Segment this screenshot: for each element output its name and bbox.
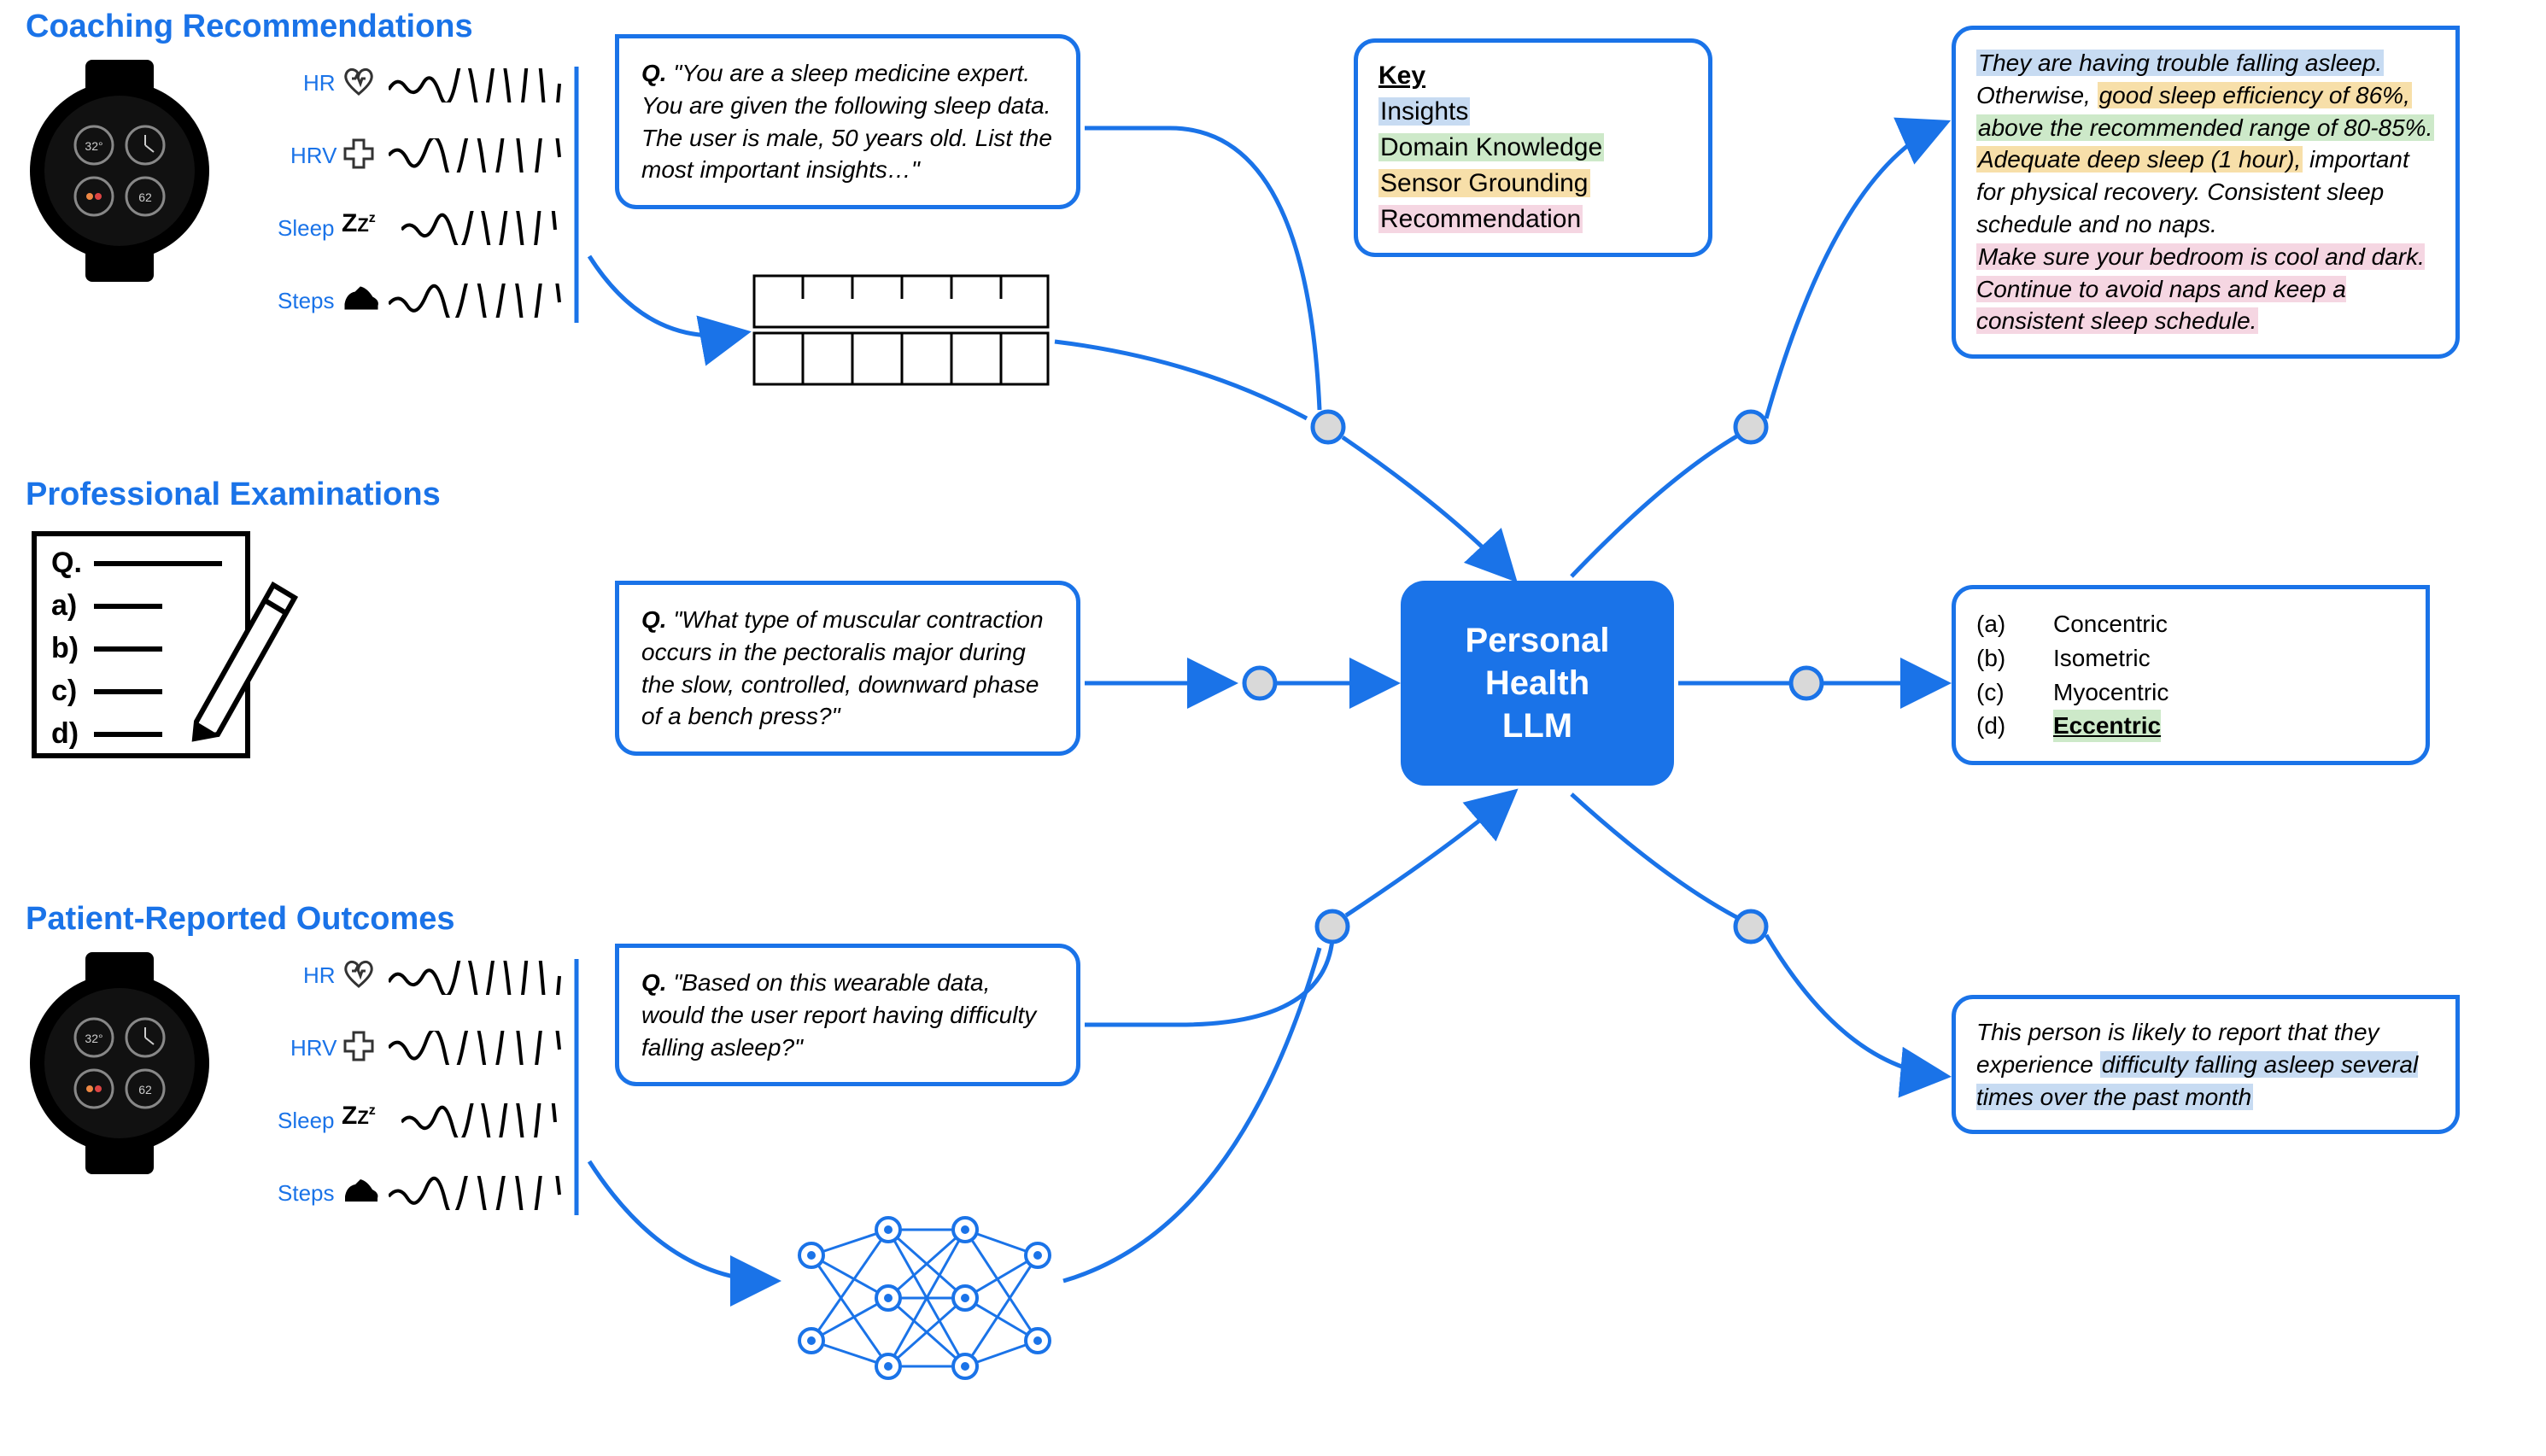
flow-arrow — [0, 0, 2546, 1456]
